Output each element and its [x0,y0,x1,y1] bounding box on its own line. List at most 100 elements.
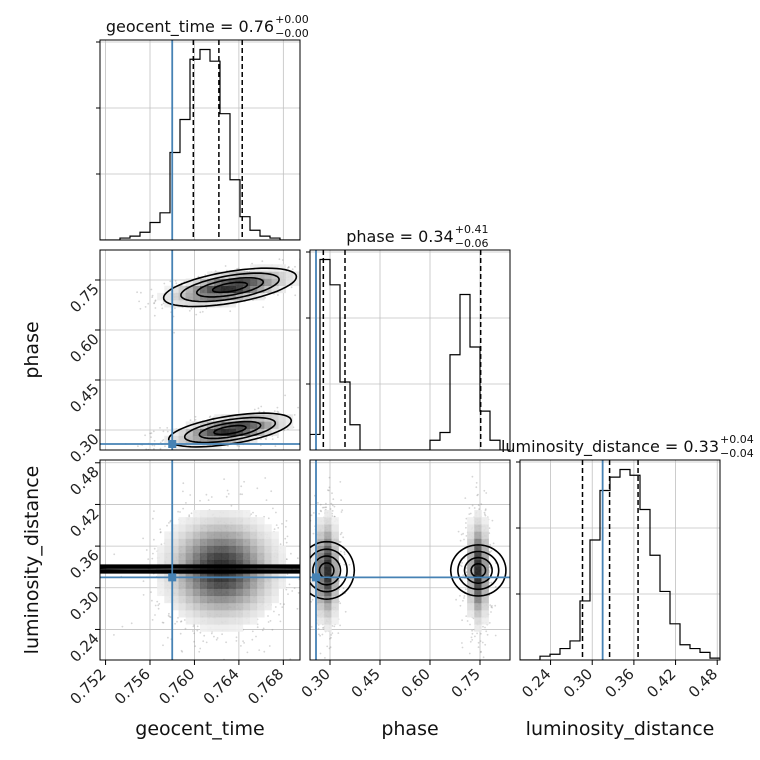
density-cell [481,595,489,604]
density-cell [185,538,194,547]
density-cell [192,545,201,554]
xtick-label-luminosity_distance: 0.30 [560,665,596,701]
panel-phase-phase: phase = 0.34 +0.41−0.06 [306,223,511,451]
sample-point [303,418,305,420]
sample-point [464,497,467,499]
sample-point [476,632,478,635]
density-cell [185,602,194,611]
contour-line [310,540,356,601]
density-cell [278,545,287,554]
density-cell [242,610,251,618]
sample-point [484,679,486,681]
xtick-label-geocent_time: 0.760 [155,665,198,708]
density-cell [192,292,201,301]
sample-point [168,522,170,524]
contour-line [162,267,298,308]
sample-point [150,288,153,291]
density-cell [257,588,265,597]
density-cell [200,624,208,632]
sample-point [307,595,309,597]
sample-point [242,640,245,643]
density-cell [481,552,489,561]
density-cell [467,602,475,611]
density-cell [221,271,229,279]
sample-point [207,499,210,501]
density-cell [207,524,215,532]
sample-point [317,627,320,630]
density-cell [214,545,222,554]
sample-point [267,621,270,623]
sample-point [490,550,493,552]
density-cell [157,588,165,597]
density-cell [271,545,279,554]
density-cell [331,531,339,539]
density-cell [235,610,244,618]
sample-point [177,454,179,456]
density-cell [164,292,172,301]
sample-point [340,499,342,501]
density-cell [257,524,265,532]
density-cell [317,567,325,575]
sample-point [177,510,180,513]
sample-point [236,267,239,270]
sample-point [276,410,279,413]
sample-point [272,507,274,510]
sample-point [303,563,305,565]
sample-point [227,493,230,495]
density-cell [242,524,251,532]
sample-point [271,628,274,631]
sample-point [285,520,288,522]
sample-point [163,282,166,285]
density-cell [250,617,258,625]
sample-point [225,641,228,644]
density-cell [242,517,251,525]
sample-point [153,314,156,317]
density-cell [221,428,229,437]
density-cell [228,588,237,597]
density-cell [207,595,215,604]
sample-point [313,272,315,274]
density-cell [214,624,222,632]
density-cell [331,581,339,589]
sample-point [281,606,284,608]
density-cell [171,595,179,604]
sample-point [457,530,460,533]
density-cell [278,271,287,279]
density-cell [250,538,258,547]
density-cell [178,285,187,294]
sample-point [330,502,333,505]
sample-point [494,634,497,637]
density-cell [310,567,318,575]
sample-point [223,478,226,480]
density-cell [221,517,229,525]
sample-point [224,265,227,267]
density-cell [250,595,258,604]
density-cell [467,517,475,525]
sample-point [461,619,463,622]
sample-point [283,429,286,432]
density-cell [214,300,222,308]
sample-point [140,291,142,294]
contour-line [211,281,249,294]
density-cell [257,595,265,604]
sample-point [240,485,243,488]
sample-point [269,620,272,622]
sample-point [240,645,242,647]
density-cell [242,538,251,547]
density-cell [474,602,482,611]
density-cell [228,285,237,294]
sample-point [492,542,495,545]
sample-point [318,633,320,636]
sample-point [273,528,276,530]
sample-point [481,641,484,644]
density-cell [250,271,258,279]
density-cell [207,588,215,597]
density-cell [278,421,287,429]
sample-point [258,410,261,413]
sample-point [136,291,139,294]
sample-point [237,267,240,270]
title-luminosity_distance: luminosity_distance = 0.33 [501,437,719,457]
sample-point [483,511,486,514]
sample-point [261,260,264,263]
sample-point [167,614,170,617]
